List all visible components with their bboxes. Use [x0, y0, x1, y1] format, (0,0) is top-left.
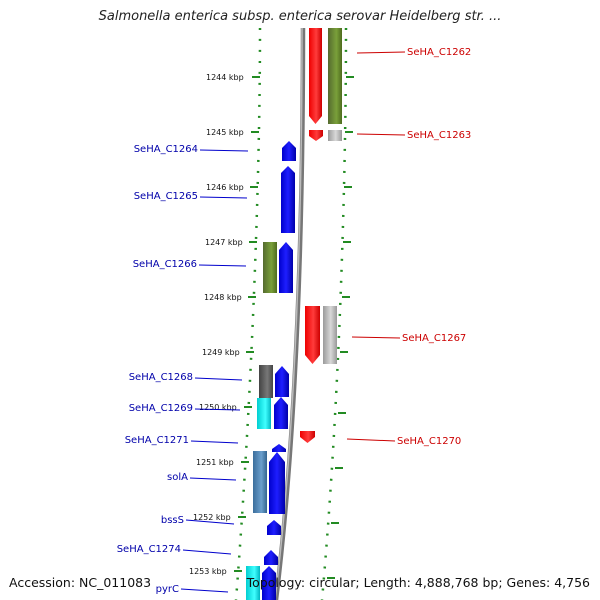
gene-feature — [272, 444, 286, 452]
gene-label: pyrC — [156, 584, 179, 595]
cog-feature — [328, 28, 342, 124]
tick-label: 1247 kbp — [205, 238, 243, 247]
cog-feature — [263, 242, 277, 293]
gene-label: SeHA_C1266 — [133, 259, 197, 270]
gene-feature — [281, 166, 295, 233]
tick-label: 1252 kbp — [193, 513, 231, 522]
gene-label: SeHA_C1274 — [117, 544, 181, 555]
gene-label: bssS — [161, 515, 184, 526]
tick-label: 1248 kbp — [204, 293, 242, 302]
gene-label: SeHA_C1268 — [129, 372, 193, 383]
gene-label: SeHA_C1262 — [407, 47, 471, 58]
map-title: Salmonella enterica subsp. enterica sero… — [98, 9, 502, 24]
gene-feature — [262, 566, 276, 600]
tick-marks — [234, 76, 260, 572]
cog-feature — [257, 398, 271, 429]
gene-feature — [264, 550, 278, 565]
gene-label: SeHA_C1263 — [407, 130, 471, 141]
gene-feature — [300, 431, 315, 443]
gene-feature — [269, 452, 285, 514]
right-leader-lines — [346, 51, 406, 442]
cog-feature — [328, 130, 342, 141]
gene-feature — [282, 141, 296, 161]
gene-label: SeHA_C1270 — [397, 436, 461, 447]
tick-label: 1245 kbp — [206, 128, 244, 137]
left-leader-lines — [180, 149, 249, 593]
gene-label: SeHA_C1267 — [402, 333, 466, 344]
gene-label: SeHA_C1269 — [129, 403, 193, 414]
cog-feature — [323, 306, 337, 364]
cog-feature — [246, 566, 260, 600]
gene-feature — [305, 306, 320, 364]
gene-feature — [267, 520, 281, 535]
accession-text: Accession: NC_011083 — [9, 575, 152, 590]
gene-feature — [275, 366, 289, 397]
gene-label: SeHA_C1265 — [134, 191, 198, 202]
reverse-strand-features — [300, 28, 342, 443]
gene-label: solA — [167, 472, 188, 483]
right-dotted-guide — [320, 27, 348, 600]
tick-label: 1249 kbp — [202, 348, 240, 357]
gene-label: SeHA_C1271 — [125, 435, 189, 446]
gene-feature — [309, 28, 322, 124]
left-dotted-guide — [234, 27, 262, 600]
tick-marks-right — [327, 76, 354, 579]
tick-label: 1253 kbp — [189, 567, 227, 576]
tick-label: 1251 kbp — [196, 458, 234, 467]
tick-label: 1250 kbp — [199, 403, 237, 412]
gene-feature — [309, 130, 323, 141]
topology-text: Topology: circular; Length: 4,888,768 bp… — [246, 575, 590, 590]
forward-strand-features — [246, 141, 296, 600]
genome-backbone — [273, 27, 306, 600]
cog-feature — [253, 451, 267, 513]
tick-label: 1244 kbp — [206, 73, 244, 82]
tick-label: 1246 kbp — [206, 183, 244, 192]
cog-feature — [259, 365, 273, 398]
gene-feature — [279, 242, 293, 293]
gene-feature — [274, 397, 288, 429]
gene-label: SeHA_C1264 — [134, 144, 198, 155]
